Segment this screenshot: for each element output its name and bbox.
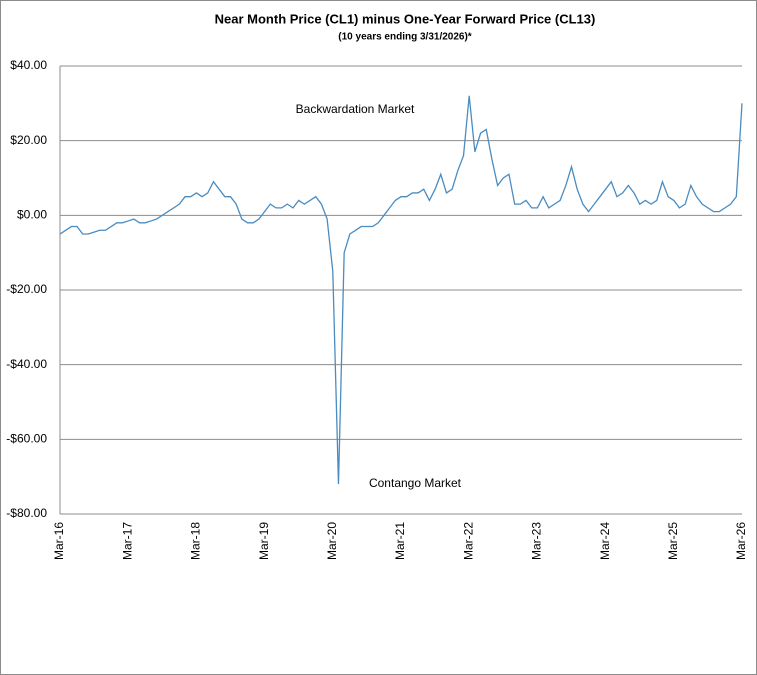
- chart-title: Near Month Price (CL1) minus One-Year Fo…: [215, 11, 596, 26]
- y-tick-label: -$20.00: [6, 282, 47, 296]
- y-tick-label: -$60.00: [6, 432, 47, 446]
- x-tick-label: Mar-24: [598, 522, 612, 560]
- annotation: Contango Market: [369, 476, 462, 490]
- x-tick-label: Mar-23: [530, 522, 544, 560]
- y-tick-label: $40.00: [10, 58, 47, 72]
- x-tick-label: Mar-20: [325, 522, 339, 560]
- y-tick-label: -$40.00: [6, 357, 47, 371]
- x-tick-label: Mar-22: [461, 522, 475, 560]
- chart-subtitle: (10 years ending 3/31/2026)*: [338, 32, 472, 43]
- x-tick-label: Mar-21: [393, 522, 407, 560]
- annotation: Backwardation Market: [296, 102, 415, 116]
- x-tick-label: Mar-19: [257, 522, 271, 560]
- x-tick-label: Mar-16: [52, 522, 66, 560]
- y-tick-label: $20.00: [10, 133, 47, 147]
- y-tick-label: $0.00: [17, 208, 47, 222]
- x-tick-label: Mar-18: [189, 522, 203, 560]
- data-line: [59, 95, 743, 485]
- x-tick-label: Mar-26: [734, 522, 748, 560]
- x-tick-label: Mar-17: [120, 522, 134, 560]
- y-tick-label: -$80.00: [6, 506, 47, 520]
- x-tick-label: Mar-25: [666, 522, 680, 560]
